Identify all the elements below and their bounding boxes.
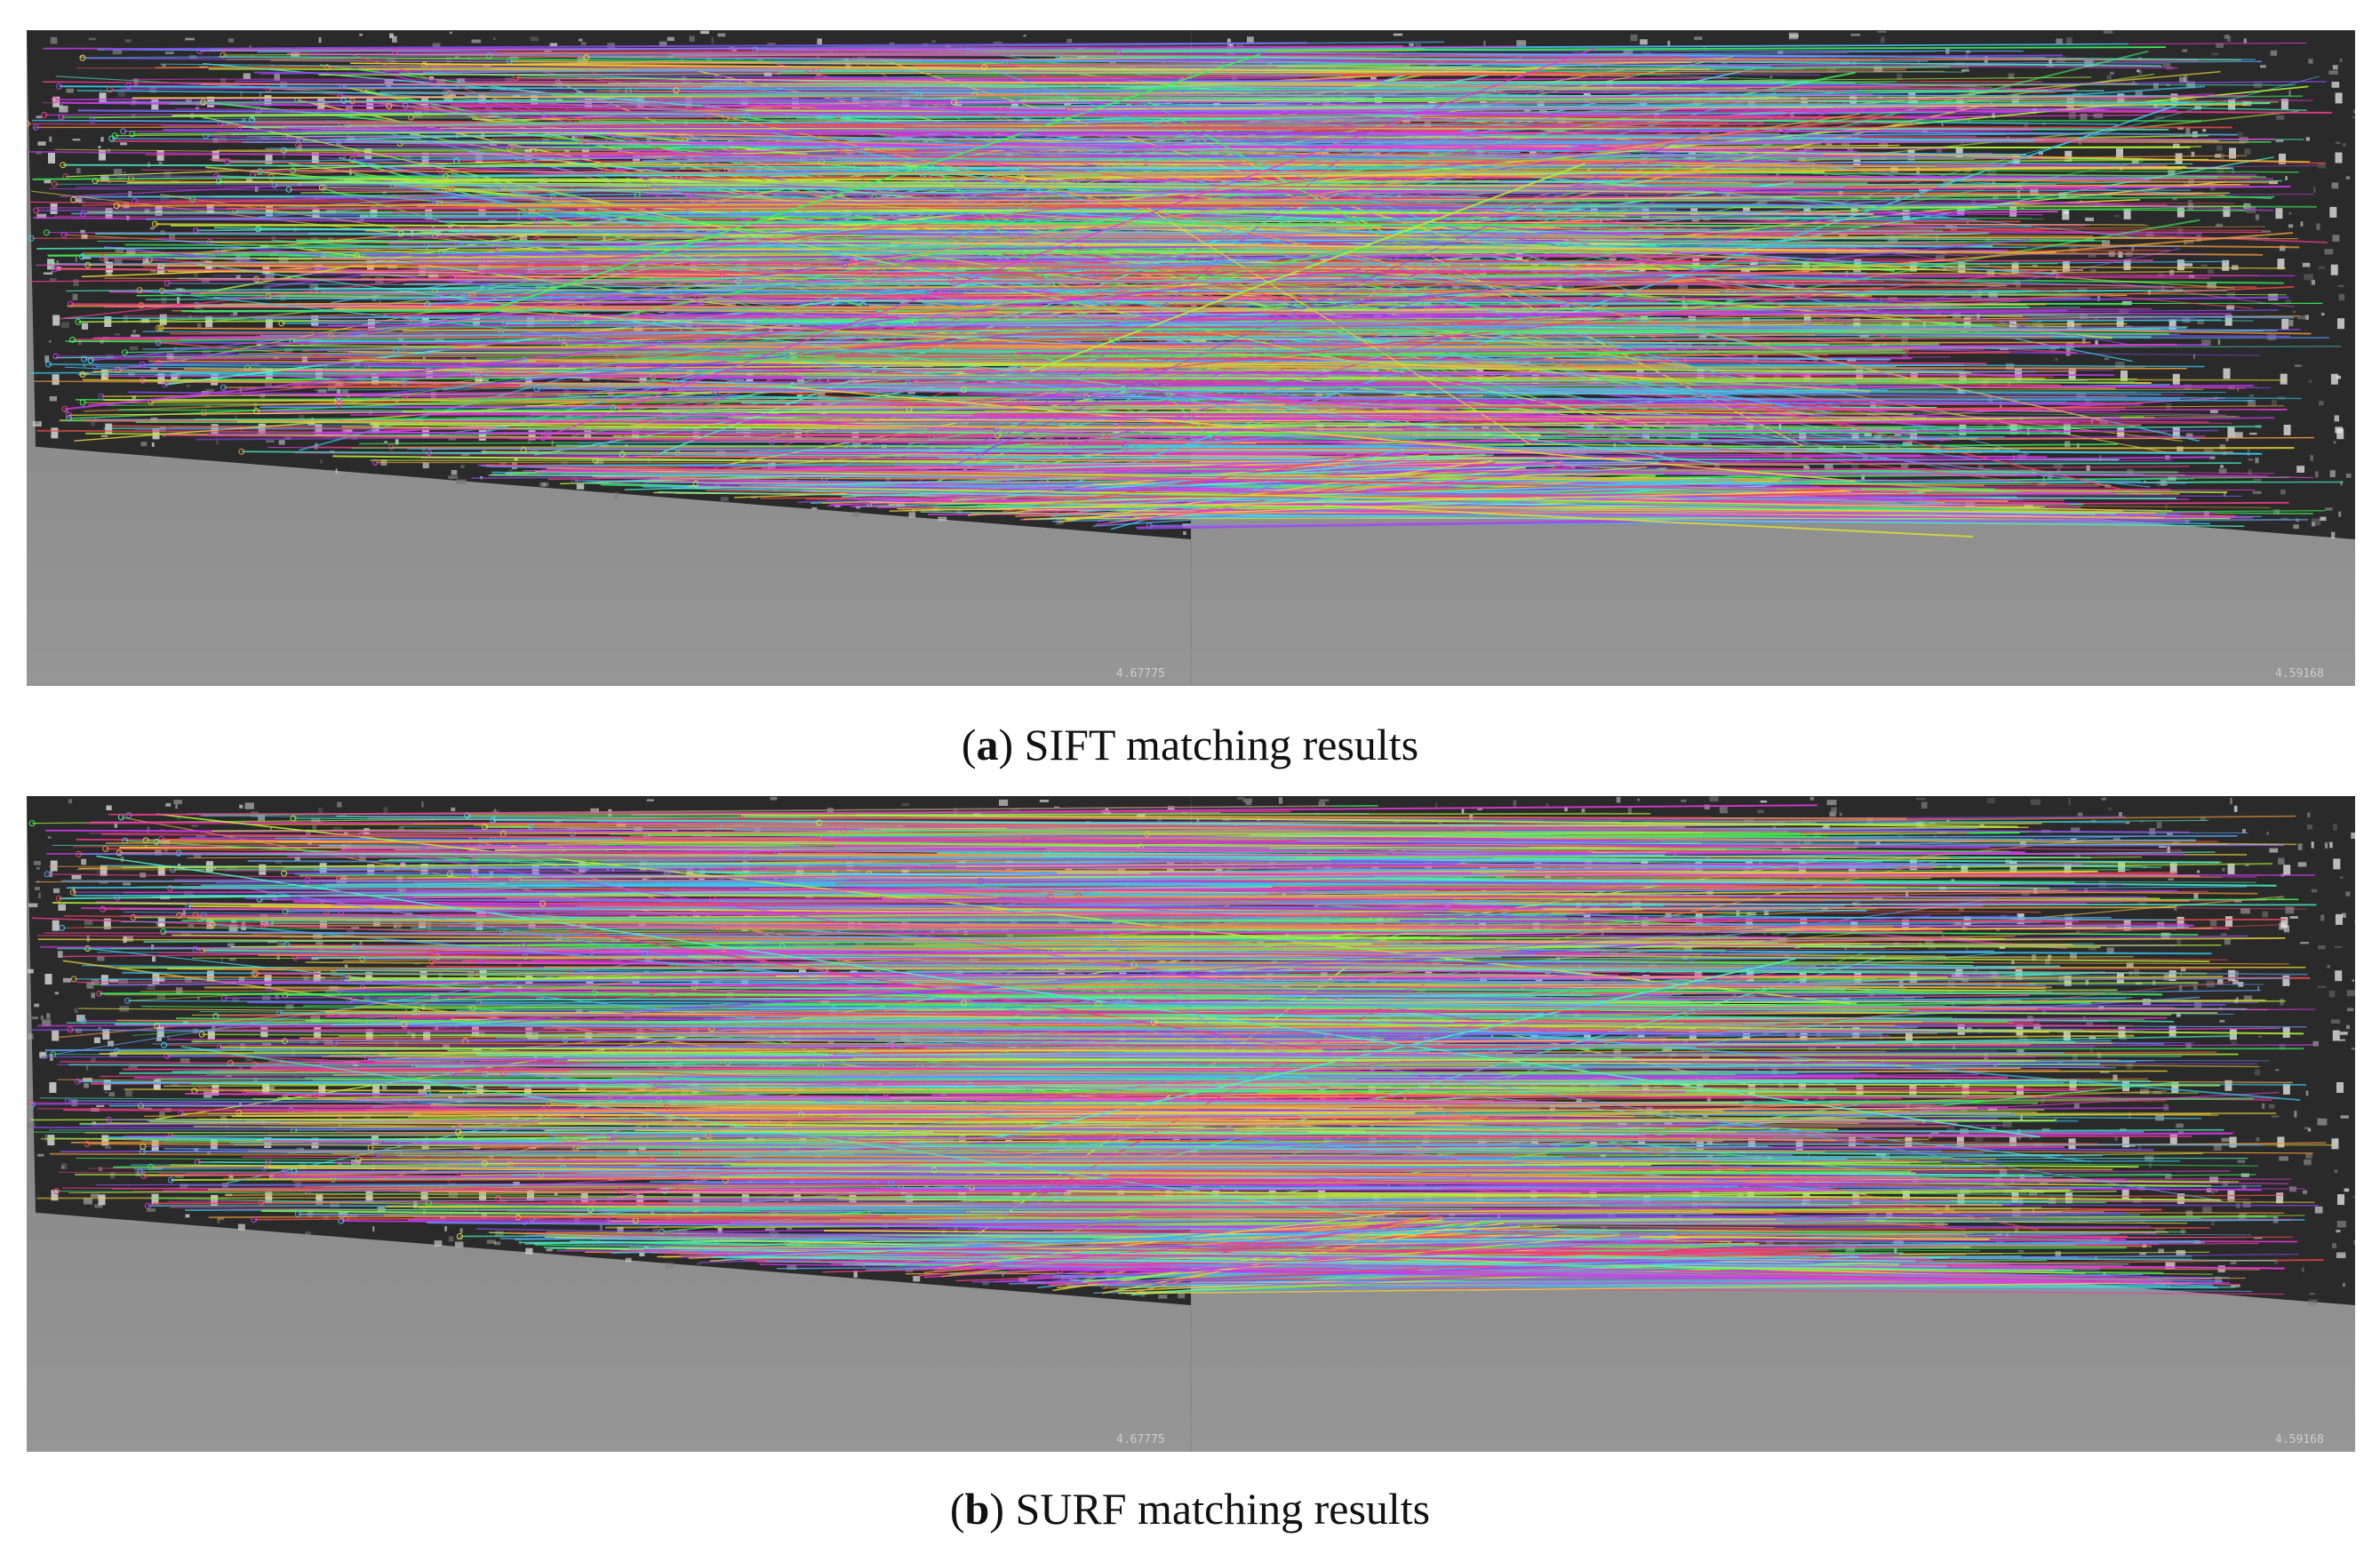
sift-left-value: 4.67775 xyxy=(1116,667,1165,681)
caption-a: (a) SIFT matching results xyxy=(961,720,1419,769)
caption-a-text: ) SIFT matching results xyxy=(998,720,1419,769)
surf-match-lines xyxy=(27,796,2355,1452)
sift-match-lines xyxy=(27,30,2355,686)
surf-right-value: 4.59168 xyxy=(2275,1433,2324,1446)
caption-a-letter: a xyxy=(976,720,999,769)
surf-matching-image: 4.67775 4.59168 xyxy=(27,796,2355,1452)
caption-b-letter: b xyxy=(964,1484,990,1534)
caption-b: (b) SURF matching results xyxy=(949,1484,1431,1534)
sift-matching-image: 4.67775 4.59168 xyxy=(27,30,2355,686)
caption-b-text: ) SURF matching results xyxy=(989,1484,1431,1534)
sift-right-value: 4.59168 xyxy=(2275,667,2324,681)
surf-left-value: 4.67775 xyxy=(1116,1433,1165,1446)
